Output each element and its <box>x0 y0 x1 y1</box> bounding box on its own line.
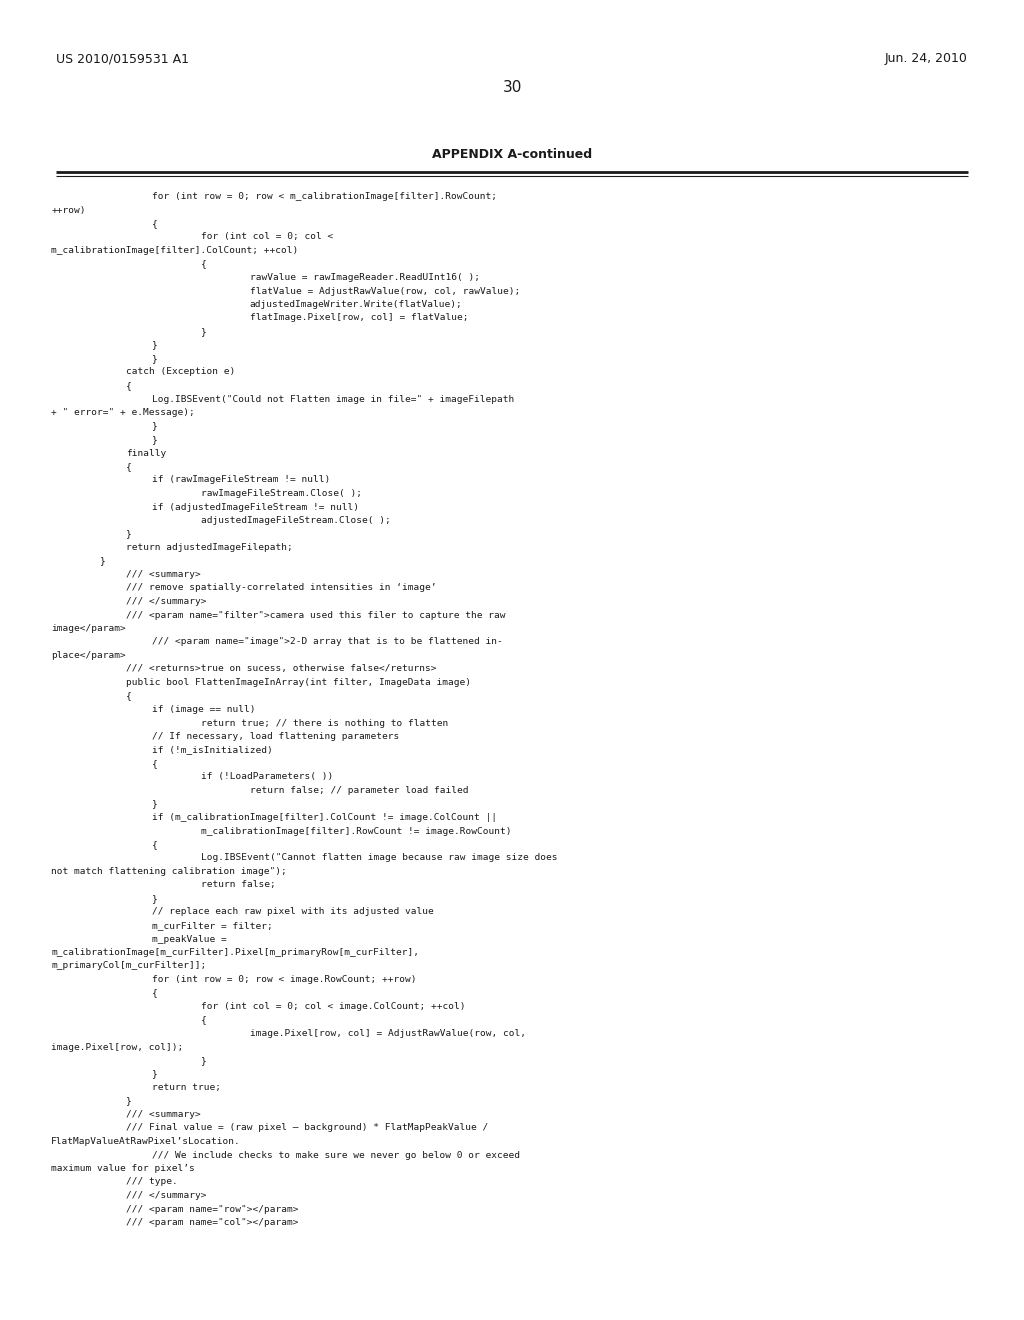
Text: FlatMapValueAtRawPixel’sLocation.: FlatMapValueAtRawPixel’sLocation. <box>51 1137 241 1146</box>
Text: US 2010/0159531 A1: US 2010/0159531 A1 <box>56 51 189 65</box>
Text: /// type.: /// type. <box>126 1177 178 1187</box>
Text: maximum value for pixel’s: maximum value for pixel’s <box>51 1164 195 1173</box>
Text: for (int row = 0; row < m_calibrationImage[filter].RowCount;: for (int row = 0; row < m_calibrationIma… <box>152 191 497 201</box>
Text: /// <param name="col"></param>: /// <param name="col"></param> <box>126 1218 298 1228</box>
Text: /// <summary>: /// <summary> <box>126 570 201 579</box>
Text: image.Pixel[row, col] = AdjustRawValue(row, col,: image.Pixel[row, col] = AdjustRawValue(r… <box>250 1030 526 1038</box>
Text: }: } <box>152 341 158 350</box>
Text: ++row): ++row) <box>51 206 86 214</box>
Text: {: { <box>152 759 158 768</box>
Text: }: } <box>152 1069 158 1078</box>
Text: }: } <box>152 421 158 430</box>
Text: m_calibrationImage[m_curFilter].Pixel[m_primaryRow[m_curFilter],: m_calibrationImage[m_curFilter].Pixel[m_… <box>51 948 419 957</box>
Text: rawImageFileStream.Close( );: rawImageFileStream.Close( ); <box>201 488 361 498</box>
Text: }: } <box>126 1097 132 1106</box>
Text: if (image == null): if (image == null) <box>152 705 255 714</box>
Text: if (!LoadParameters( )): if (!LoadParameters( )) <box>201 772 333 781</box>
Text: }: } <box>100 557 106 565</box>
Text: /// <returns>true on sucess, otherwise false</returns>: /// <returns>true on sucess, otherwise f… <box>126 664 436 673</box>
Text: {: { <box>152 219 158 228</box>
Text: m_primaryCol[m_curFilter]];: m_primaryCol[m_curFilter]]; <box>51 961 207 970</box>
Text: {: { <box>126 462 132 471</box>
Text: /// </summary>: /// </summary> <box>126 1191 207 1200</box>
Text: /// We include checks to make sure we never go below 0 or exceed: /// We include checks to make sure we ne… <box>152 1151 519 1159</box>
Text: if (adjustedImageFileStream != null): if (adjustedImageFileStream != null) <box>152 503 358 511</box>
Text: {: { <box>201 260 207 268</box>
Text: }: } <box>201 327 207 337</box>
Text: if (rawImageFileStream != null): if (rawImageFileStream != null) <box>152 475 330 484</box>
Text: for (int col = 0; col < image.ColCount; ++col): for (int col = 0; col < image.ColCount; … <box>201 1002 465 1011</box>
Text: return true; // there is nothing to flatten: return true; // there is nothing to flat… <box>201 718 447 727</box>
Text: }: } <box>152 800 158 808</box>
Text: adjustedImageFileStream.Close( );: adjustedImageFileStream.Close( ); <box>201 516 390 525</box>
Text: {: { <box>126 381 132 389</box>
Text: // If necessary, load flattening parameters: // If necessary, load flattening paramet… <box>152 733 398 741</box>
Text: for (int col = 0; col <: for (int col = 0; col < <box>201 232 333 242</box>
Text: Jun. 24, 2010: Jun. 24, 2010 <box>885 51 968 65</box>
Text: /// remove spatially-correlated intensities in ‘image’: /// remove spatially-correlated intensit… <box>126 583 436 593</box>
Text: adjustedImageWriter.Write(flatValue);: adjustedImageWriter.Write(flatValue); <box>250 300 463 309</box>
Text: /// <param name="row"></param>: /// <param name="row"></param> <box>126 1204 298 1213</box>
Text: /// </summary>: /// </summary> <box>126 597 207 606</box>
Text: not match flattening calibration image");: not match flattening calibration image")… <box>51 867 287 876</box>
Text: {: { <box>152 840 158 849</box>
Text: }: } <box>126 529 132 539</box>
Text: return adjustedImageFilepath;: return adjustedImageFilepath; <box>126 543 293 552</box>
Text: + " error=" + e.Message);: + " error=" + e.Message); <box>51 408 195 417</box>
Text: /// <summary>: /// <summary> <box>126 1110 201 1119</box>
Text: }: } <box>152 354 158 363</box>
Text: image</param>: image</param> <box>51 624 126 634</box>
Text: m_peakValue =: m_peakValue = <box>152 935 226 944</box>
Text: return false; // parameter load failed: return false; // parameter load failed <box>250 785 468 795</box>
Text: /// <param name="image">2-D array that is to be flattened in-: /// <param name="image">2-D array that i… <box>152 638 503 647</box>
Text: image.Pixel[row, col]);: image.Pixel[row, col]); <box>51 1043 183 1052</box>
Text: return false;: return false; <box>201 880 275 890</box>
Text: // replace each raw pixel with its adjusted value: // replace each raw pixel with its adjus… <box>152 908 433 916</box>
Text: place</param>: place</param> <box>51 651 126 660</box>
Text: /// Final value = (raw pixel – background) * FlatMapPeakValue /: /// Final value = (raw pixel – backgroun… <box>126 1123 488 1133</box>
Text: m_curFilter = filter;: m_curFilter = filter; <box>152 921 272 931</box>
Text: }: } <box>152 894 158 903</box>
Text: {: { <box>201 1015 207 1024</box>
Text: APPENDIX A-continued: APPENDIX A-continued <box>432 148 592 161</box>
Text: /// <param name="filter">camera used this filer to capture the raw: /// <param name="filter">camera used thi… <box>126 610 506 619</box>
Text: public bool FlattenImageInArray(int filter, ImageData image): public bool FlattenImageInArray(int filt… <box>126 678 471 686</box>
Text: if (m_calibrationImage[filter].ColCount != image.ColCount ||: if (m_calibrationImage[filter].ColCount … <box>152 813 497 822</box>
Text: m_calibrationImage[filter].RowCount != image.RowCount): m_calibrationImage[filter].RowCount != i… <box>201 826 511 836</box>
Text: flatImage.Pixel[row, col] = flatValue;: flatImage.Pixel[row, col] = flatValue; <box>250 314 468 322</box>
Text: flatValue = AdjustRawValue(row, col, rawValue);: flatValue = AdjustRawValue(row, col, raw… <box>250 286 520 296</box>
Text: if (!m_isInitialized): if (!m_isInitialized) <box>152 746 272 755</box>
Text: finally: finally <box>126 449 166 458</box>
Text: rawValue = rawImageReader.ReadUInt16( );: rawValue = rawImageReader.ReadUInt16( ); <box>250 273 480 282</box>
Text: return true;: return true; <box>152 1082 220 1092</box>
Text: catch (Exception e): catch (Exception e) <box>126 367 236 376</box>
Text: Log.IBSEvent("Could not Flatten image in file=" + imageFilepath: Log.IBSEvent("Could not Flatten image in… <box>152 395 514 404</box>
Text: }: } <box>152 436 158 444</box>
Text: }: } <box>201 1056 207 1065</box>
Text: {: { <box>152 989 158 998</box>
Text: 30: 30 <box>503 81 521 95</box>
Text: Log.IBSEvent("Cannot flatten image because raw image size does: Log.IBSEvent("Cannot flatten image becau… <box>201 854 557 862</box>
Text: {: { <box>126 692 132 701</box>
Text: m_calibrationImage[filter].ColCount; ++col): m_calibrationImage[filter].ColCount; ++c… <box>51 246 298 255</box>
Text: for (int row = 0; row < image.RowCount; ++row): for (int row = 0; row < image.RowCount; … <box>152 975 416 983</box>
